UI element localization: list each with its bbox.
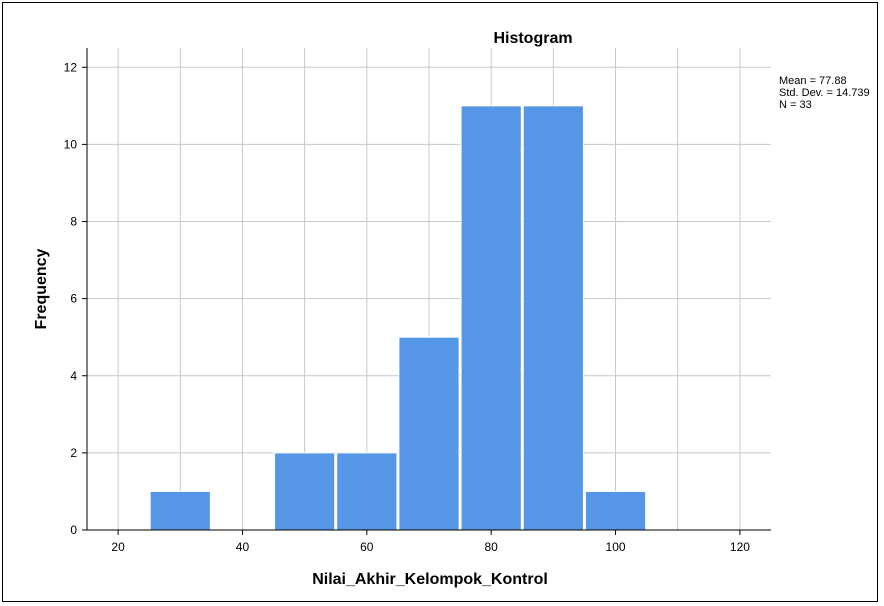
histogram-bar-25-35 — [149, 490, 211, 531]
stat-std-dev: Std. Dev. = 14.739 — [779, 87, 870, 99]
y-tick-label-2: 2 — [70, 446, 77, 460]
y-tick-label-8: 8 — [70, 215, 77, 229]
stat-n: N = 33 — [779, 99, 812, 111]
histogram-bar-45-55 — [274, 452, 336, 531]
y-axis-title: Frequency — [33, 248, 50, 329]
y-tick-label-12: 12 — [64, 60, 78, 74]
histogram-bar-55-65 — [336, 452, 398, 531]
stats-box: Mean = 77.88 Std. Dev. = 14.739 N = 33 — [779, 75, 870, 111]
histogram-bar-65-75 — [398, 336, 460, 531]
x-tick-label-60: 60 — [360, 540, 374, 554]
histogram-bar-95-105 — [584, 490, 647, 531]
bar-layer — [149, 105, 647, 531]
x-tick-label-20: 20 — [111, 540, 125, 554]
y-tick-label-6: 6 — [70, 292, 77, 306]
y-tick-labels: 0 2 4 6 8 10 12 — [64, 60, 78, 537]
histogram-bar-75-85 — [460, 105, 522, 531]
y-tick-label-10: 10 — [64, 137, 78, 151]
x-tick-label-100: 100 — [606, 540, 626, 554]
y-tick-label-0: 0 — [70, 523, 77, 537]
y-tick-label-4: 4 — [70, 369, 77, 383]
x-tick-labels: 20 40 60 80 100 120 — [111, 540, 750, 554]
x-tick-label-40: 40 — [236, 540, 250, 554]
histogram-bar-85-95 — [522, 105, 584, 531]
x-tick-label-120: 120 — [730, 540, 750, 554]
x-tick-label-80: 80 — [485, 540, 499, 554]
stat-mean: Mean = 77.88 — [779, 75, 847, 87]
x-axis-title: Nilai_Akhir_Kelompok_Kontrol — [312, 571, 548, 588]
axis-layer — [82, 48, 771, 535]
chart-title: Histogram — [493, 30, 572, 47]
